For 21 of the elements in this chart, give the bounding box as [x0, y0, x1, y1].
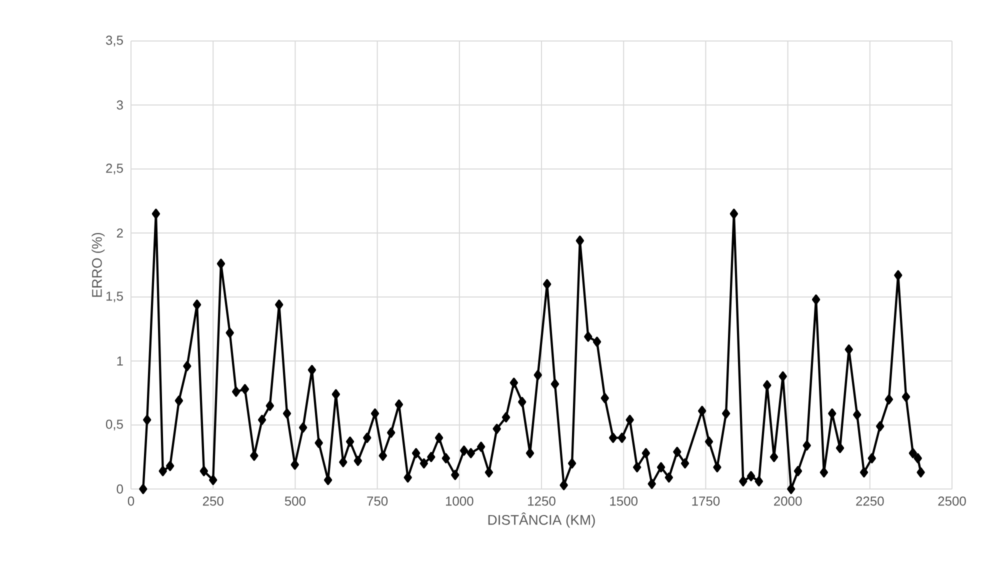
y-tick-label: 0,5 [106, 420, 123, 430]
x-tick-label: 2250 [856, 496, 884, 506]
x-axis-title: DISTÂNCIA (KM) [488, 512, 595, 528]
x-tick-label: 1250 [528, 496, 556, 506]
x-tick-label: 1000 [446, 496, 474, 506]
y-tick-label: 2 [116, 228, 123, 238]
y-axis-title: ERRO (%) [92, 232, 105, 297]
x-tick-label: 1500 [610, 496, 638, 506]
y-tick-label: 1,5 [106, 292, 123, 302]
y-tick-label: 0 [116, 484, 123, 494]
y-tick-label: 1 [117, 356, 123, 366]
y-tick-label: 3,5 [106, 36, 123, 46]
x-tick-label: 2500 [938, 496, 966, 506]
x-tick-label: 2000 [774, 496, 802, 506]
x-tick-label: 0 [128, 496, 134, 506]
y-tick-label: 3 [116, 100, 123, 110]
x-tick-label: 500 [284, 496, 306, 506]
x-tick-label: 750 [367, 496, 388, 506]
x-tick-label: 250 [202, 496, 224, 506]
x-tick-label: 1750 [692, 496, 720, 506]
y-tick-label: 2,5 [106, 164, 123, 174]
